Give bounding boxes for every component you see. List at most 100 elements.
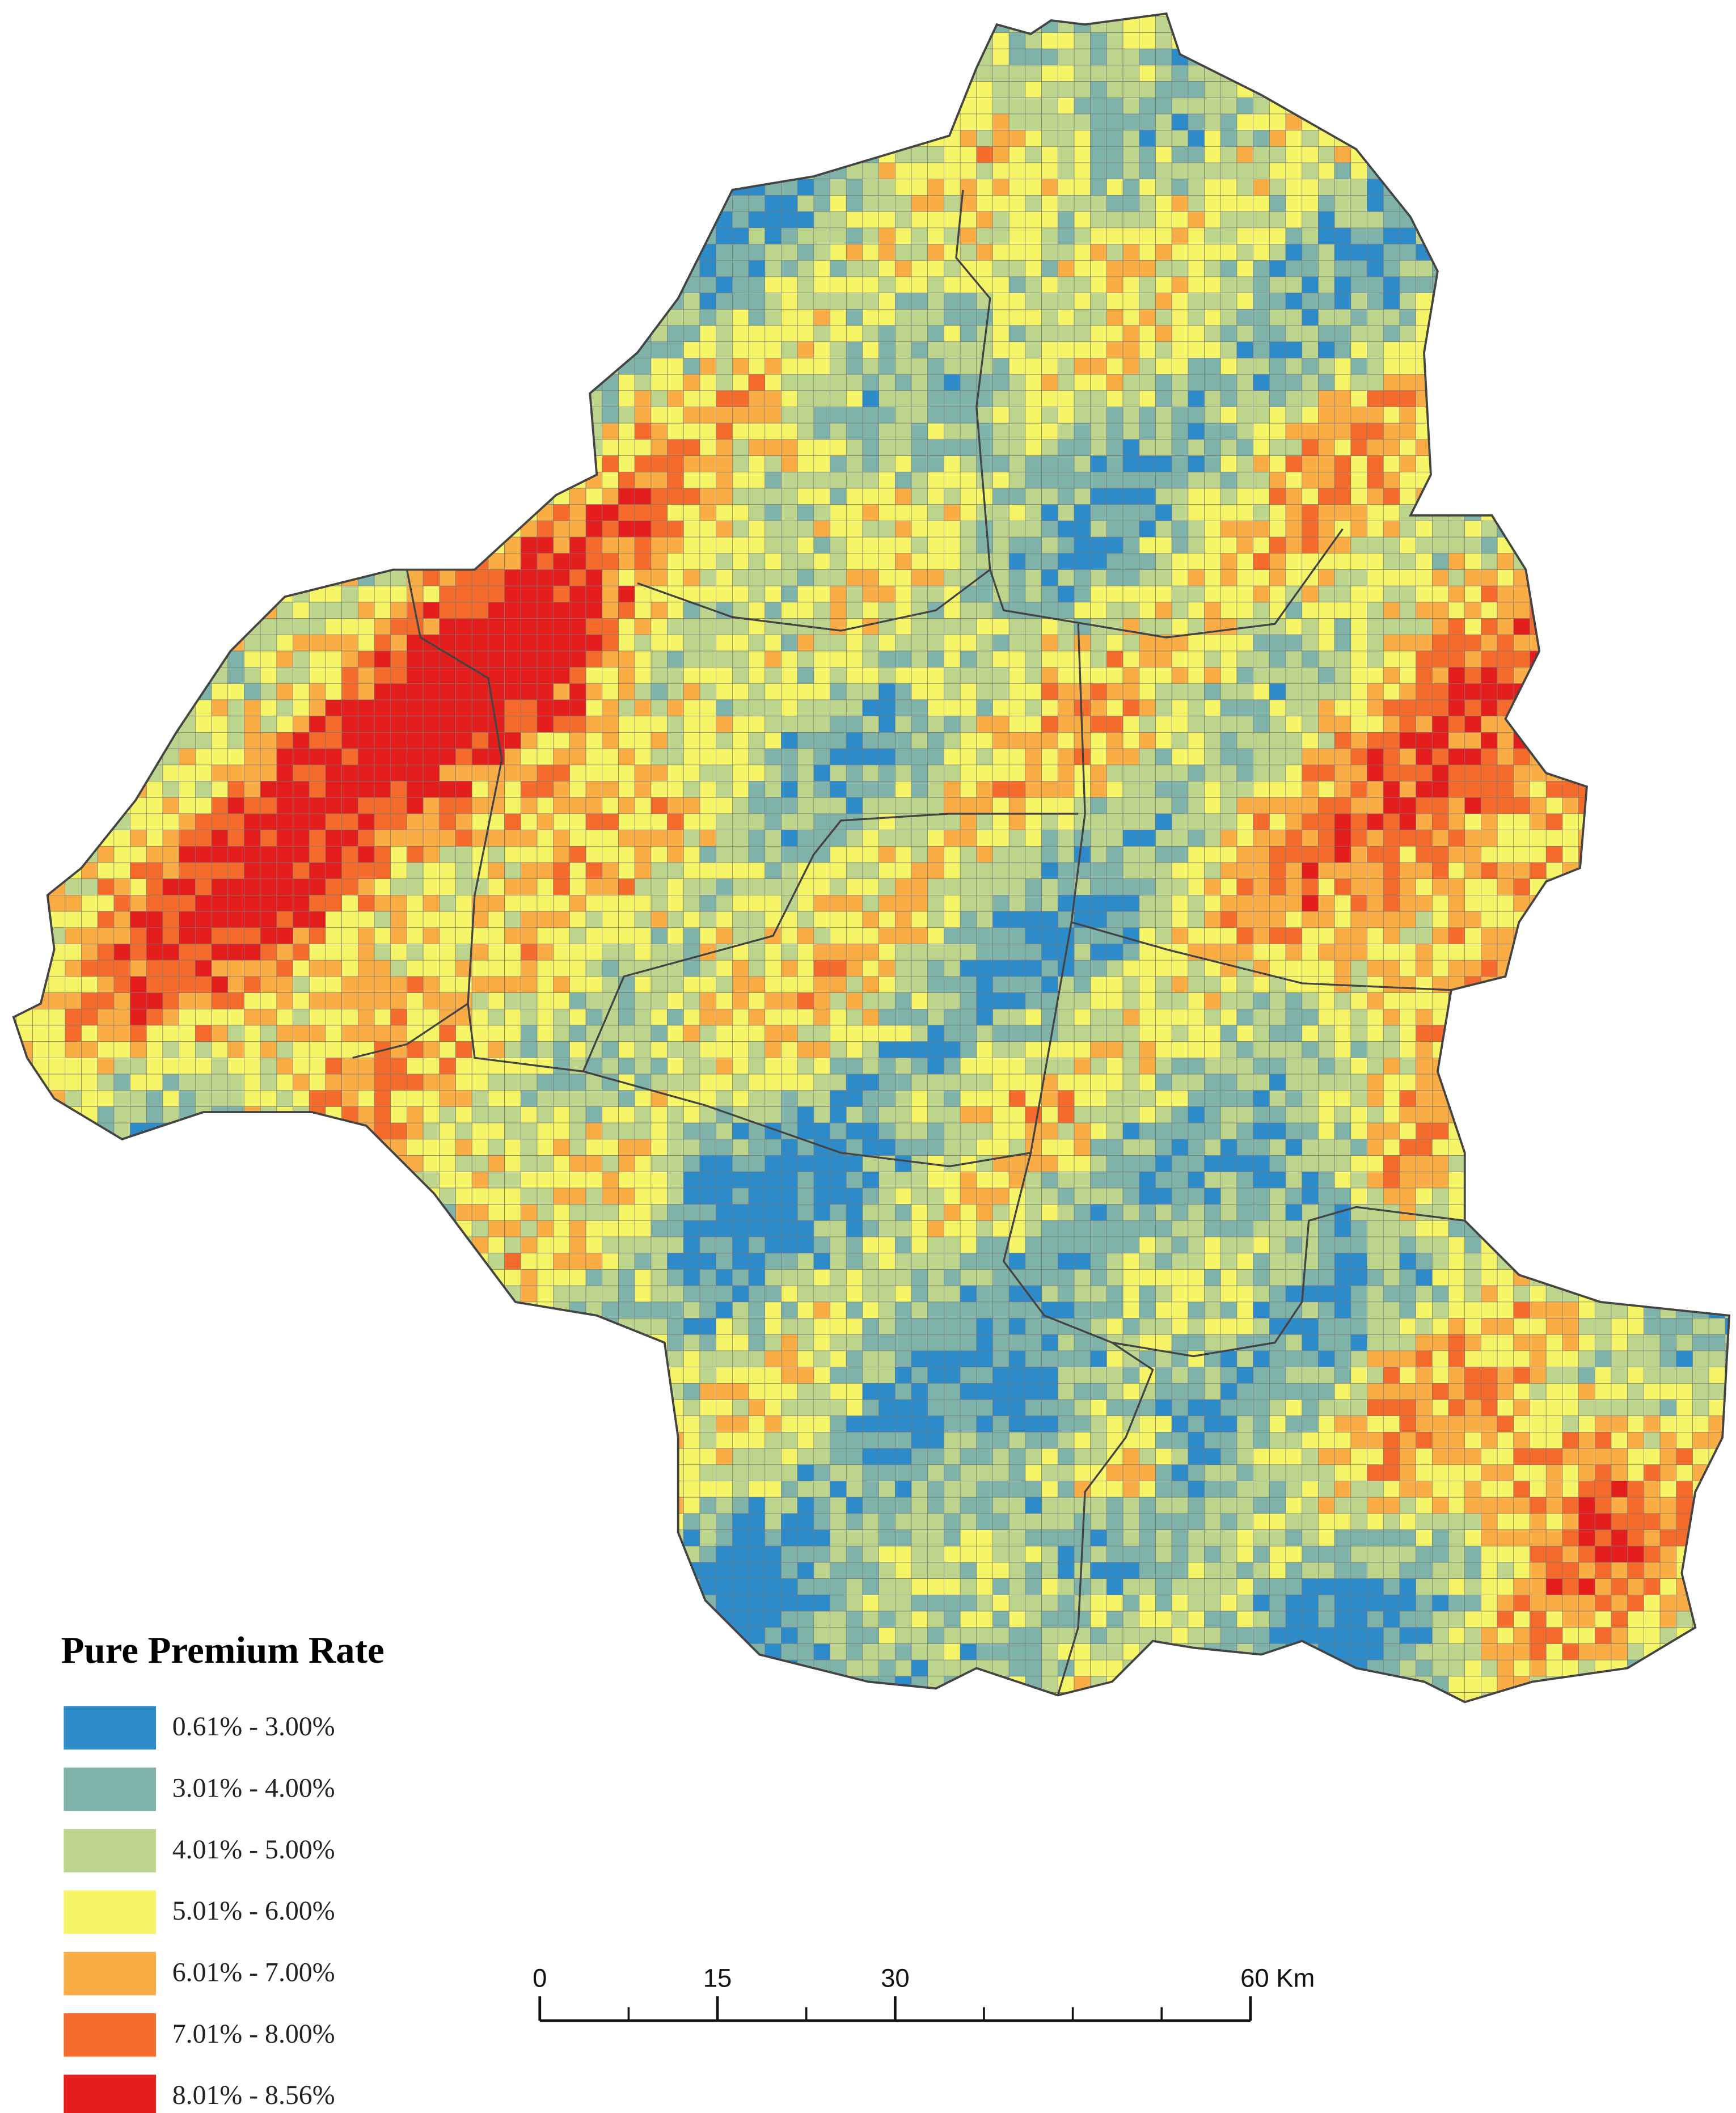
grid-cell (1530, 618, 1547, 635)
grid-cell (1431, 195, 1449, 212)
grid-cell (927, 569, 944, 586)
grid-cell (1188, 341, 1205, 358)
grid-cell (846, 553, 863, 570)
grid-cell (195, 634, 212, 652)
grid-cell (1334, 358, 1351, 375)
grid-cell (748, 32, 766, 49)
grid-cell (488, 341, 505, 358)
grid-cell (81, 504, 98, 521)
grid-cell (1057, 146, 1075, 163)
grid-cell (1122, 244, 1140, 261)
grid-cell (113, 390, 130, 407)
grid-cell (667, 667, 684, 684)
grid-cell (16, 455, 33, 472)
grid-cell (553, 422, 570, 440)
grid-cell (699, 585, 717, 603)
grid-cell (162, 244, 180, 261)
grid-cell (1367, 504, 1384, 521)
grid-cell (651, 650, 668, 668)
grid-cell (227, 732, 244, 749)
grid-cell (227, 16, 244, 33)
grid-cell (911, 553, 928, 570)
grid-cell (195, 716, 212, 733)
grid-cell (634, 276, 652, 293)
grid-cell (1025, 422, 1042, 440)
grid-cell (1204, 162, 1221, 180)
grid-cell (1708, 439, 1726, 456)
grid-cell (81, 244, 98, 261)
grid-cell (651, 553, 668, 570)
grid-cell (32, 618, 49, 635)
grid-cell (488, 455, 505, 472)
grid-cell (1025, 455, 1042, 472)
grid-cell (407, 748, 424, 766)
grid-cell (1236, 16, 1254, 33)
grid-cell (618, 32, 635, 49)
grid-cell (1106, 195, 1123, 212)
grid-cell (407, 14, 424, 17)
grid-cell (357, 602, 375, 619)
grid-cell (992, 553, 1010, 570)
grid-cell (309, 748, 326, 766)
grid-cell (1594, 521, 1612, 538)
grid-cell (1513, 455, 1530, 472)
grid-cell (1448, 683, 1465, 700)
grid-cell (634, 699, 652, 717)
grid-cell (488, 195, 505, 212)
grid-cell (1171, 14, 1189, 17)
grid-cell (1725, 48, 1730, 66)
grid-cell (797, 521, 814, 538)
grid-cell (195, 309, 212, 326)
grid-cell (471, 81, 489, 98)
grid-cell (911, 439, 928, 456)
grid-cell (1497, 618, 1514, 635)
grid-cell (1204, 553, 1221, 570)
grid-cell (16, 179, 33, 196)
grid-cell (1285, 732, 1303, 749)
grid-cell (830, 732, 847, 749)
grid-cell (1659, 521, 1677, 538)
grid-cell (488, 113, 505, 131)
grid-cell (113, 162, 130, 180)
grid-cell (1431, 407, 1449, 424)
grid-cell (1253, 650, 1270, 668)
grid-cell (1334, 585, 1351, 603)
grid-cell (1302, 536, 1319, 554)
grid-cell (1367, 48, 1384, 66)
grid-cell (944, 276, 961, 293)
grid-cell (1171, 439, 1189, 456)
grid-cell (1285, 553, 1303, 570)
grid-cell (1611, 455, 1628, 472)
grid-cell (374, 699, 391, 717)
grid-cell (81, 407, 98, 424)
grid-cell (716, 325, 733, 343)
grid-cell (1659, 374, 1677, 391)
grid-cell (471, 699, 489, 717)
grid-cell (520, 14, 538, 17)
grid-cell (1302, 585, 1319, 603)
grid-cell (13, 211, 17, 229)
grid-cell (667, 488, 684, 505)
grid-cell (960, 358, 977, 375)
grid-cell (1448, 716, 1465, 733)
grid-cell (195, 748, 212, 766)
grid-cell (1350, 585, 1367, 603)
grid-cell (894, 504, 912, 521)
grid-cell (911, 732, 928, 749)
grid-cell (1090, 113, 1107, 131)
grid-cell (211, 471, 229, 489)
grid-cell (699, 569, 717, 586)
grid-cell (293, 162, 310, 180)
grid-cell (1318, 325, 1335, 343)
grid-cell (1725, 179, 1730, 196)
grid-cell (781, 569, 798, 586)
grid-cell (732, 585, 749, 603)
grid-cell (1008, 748, 1026, 766)
grid-cell (976, 179, 993, 196)
grid-cell (846, 602, 863, 619)
grid-cell (911, 260, 928, 277)
grid-cell (1708, 146, 1726, 163)
grid-cell (764, 260, 782, 277)
grid-cell (748, 130, 766, 147)
grid-cell (1545, 504, 1563, 521)
